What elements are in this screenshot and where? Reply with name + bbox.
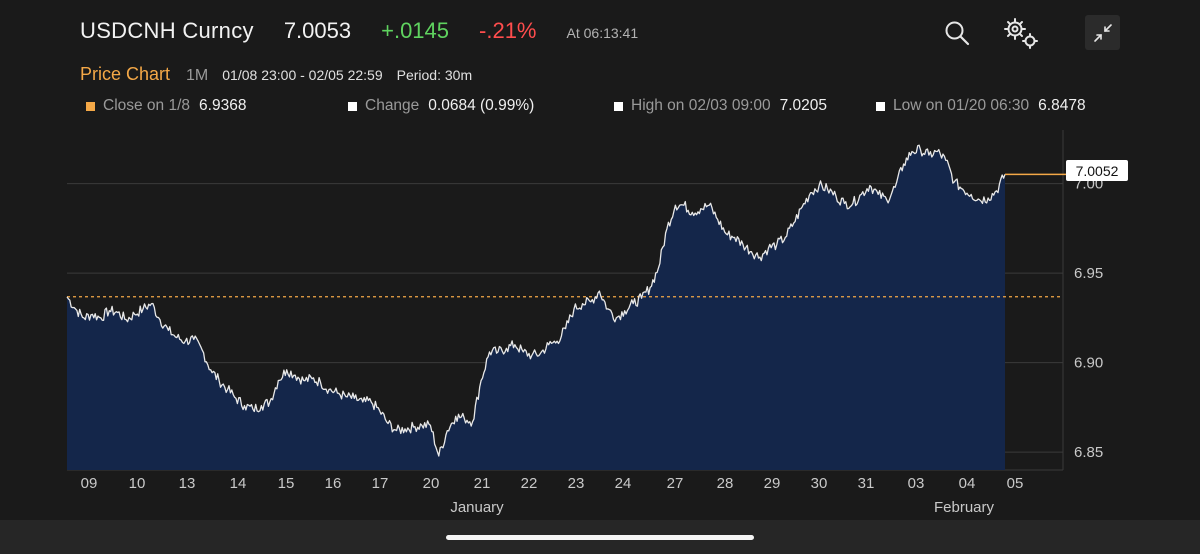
y-tick-label: 6.90 bbox=[1074, 355, 1103, 372]
x-tick-label: 20 bbox=[423, 475, 440, 492]
date-range: 01/08 23:00 - 02/05 22:59 bbox=[222, 67, 383, 83]
stat-low: Low on 01/20 06:30 6.8478 bbox=[876, 97, 1086, 115]
search-icon bbox=[945, 21, 970, 46]
net-change: +.0145 bbox=[381, 18, 450, 43]
x-tick-label: 03 bbox=[908, 475, 925, 492]
search-button[interactable] bbox=[940, 16, 974, 50]
chart-title: Price Chart bbox=[80, 64, 171, 84]
stat-close-value: 6.9368 bbox=[199, 97, 247, 114]
stat-change-value: 0.0684 (0.99%) bbox=[428, 97, 535, 114]
x-tick-label: 31 bbox=[858, 475, 875, 492]
chart-subheader: Price Chart 1M 01/08 23:00 - 02/05 22:59… bbox=[80, 64, 472, 85]
x-tick-label: 13 bbox=[179, 475, 196, 492]
x-tick-label: 30 bbox=[811, 475, 828, 492]
ticker-label: USDCNH Curncy bbox=[80, 18, 254, 43]
x-tick-label: 10 bbox=[129, 475, 146, 492]
x-tick-label: 16 bbox=[325, 475, 342, 492]
stat-close-label: Close on 1/8 bbox=[103, 97, 191, 114]
price-line bbox=[66, 144, 1006, 457]
stat-high-label: High on 02/03 09:00 bbox=[631, 97, 771, 114]
month-label: February bbox=[934, 499, 995, 516]
x-tick-label: 24 bbox=[615, 475, 632, 492]
month-label: January bbox=[450, 499, 504, 516]
white-square-icon bbox=[876, 101, 885, 111]
orange-square-icon bbox=[86, 101, 95, 111]
stat-change-label: Change bbox=[365, 97, 420, 114]
stat-high: High on 02/03 09:00 7.0205 bbox=[614, 97, 827, 115]
white-square-icon bbox=[348, 101, 357, 111]
x-tick-label: 27 bbox=[667, 475, 684, 492]
stat-low-label: Low on 01/20 06:30 bbox=[893, 97, 1030, 114]
x-tick-label: 15 bbox=[278, 475, 295, 492]
settings-button[interactable] bbox=[1000, 14, 1042, 52]
x-tick-label: 17 bbox=[372, 475, 389, 492]
stat-high-value: 7.0205 bbox=[779, 97, 828, 114]
x-tick-label: 05 bbox=[1007, 475, 1024, 492]
gear-icon bbox=[1004, 18, 1038, 49]
x-tick-label: 04 bbox=[959, 475, 976, 492]
x-tick-label: 21 bbox=[474, 475, 491, 492]
quote-header: USDCNH Curncy 7.0053 +.0145 -.21% At 06:… bbox=[80, 18, 638, 48]
collapse-button[interactable] bbox=[1085, 15, 1120, 50]
y-tick-label: 6.95 bbox=[1074, 265, 1103, 282]
range-selector[interactable]: 1M bbox=[186, 67, 209, 84]
x-tick-label: 29 bbox=[764, 475, 781, 492]
price-area bbox=[67, 145, 1005, 470]
stat-change: Change 0.0684 (0.99%) bbox=[348, 97, 534, 115]
white-square-icon bbox=[614, 101, 623, 111]
stat-low-value: 6.8478 bbox=[1038, 97, 1086, 114]
x-tick-label: 23 bbox=[568, 475, 585, 492]
collapse-icon bbox=[1093, 23, 1112, 42]
x-tick-label: 09 bbox=[81, 475, 98, 492]
home-indicator[interactable] bbox=[446, 535, 754, 540]
last-price-tag: 7.0052 bbox=[1066, 160, 1128, 181]
percent-change: -.21% bbox=[479, 18, 537, 43]
as-of-time: At 06:13:41 bbox=[566, 25, 639, 41]
x-tick-label: 14 bbox=[230, 475, 247, 492]
x-tick-label: 22 bbox=[521, 475, 538, 492]
period-label: Period: 30m bbox=[396, 67, 473, 83]
last-price: 7.0053 bbox=[283, 18, 352, 43]
stat-close: Close on 1/8 6.9368 bbox=[86, 97, 246, 115]
x-tick-label: 28 bbox=[717, 475, 734, 492]
y-tick-label: 6.85 bbox=[1074, 444, 1103, 461]
